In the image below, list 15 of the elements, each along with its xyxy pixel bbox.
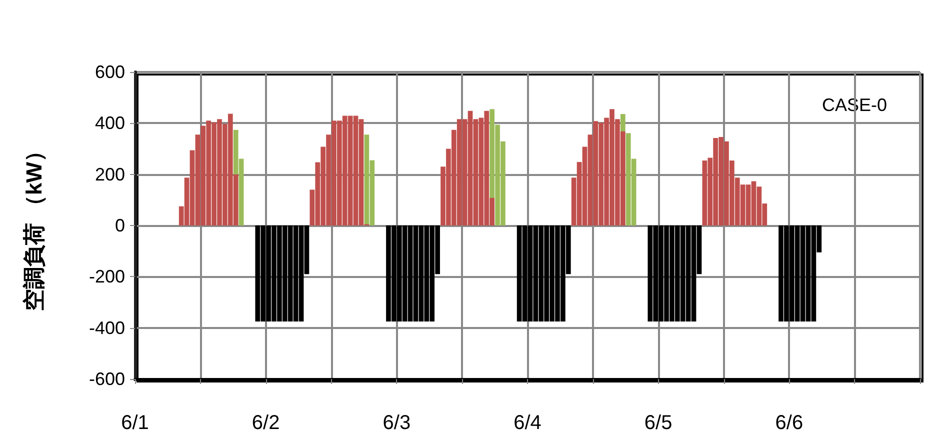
annotation: CASE-0: [822, 95, 888, 115]
y-tick-label: 0: [114, 216, 125, 236]
y-tick-label: -200: [88, 266, 125, 287]
x-tick-label: 6/3: [382, 412, 411, 434]
x-tick-label: 6/6: [775, 412, 804, 434]
y-tick-label: 200: [94, 164, 125, 184]
x-tick-label: 6/1: [121, 412, 149, 434]
x-tick-label: 6/4: [514, 412, 542, 434]
y-tick-label: -600: [88, 369, 125, 389]
x-tick-label: 6/2: [252, 412, 280, 434]
y-tick-label: 400: [94, 113, 125, 134]
x-tick-label: 6/5: [644, 412, 672, 434]
y-tick-label: -400: [88, 318, 125, 338]
y-axis-title: 空調負荷 （kW）: [22, 140, 46, 312]
y-tick-label: 600: [94, 62, 125, 82]
